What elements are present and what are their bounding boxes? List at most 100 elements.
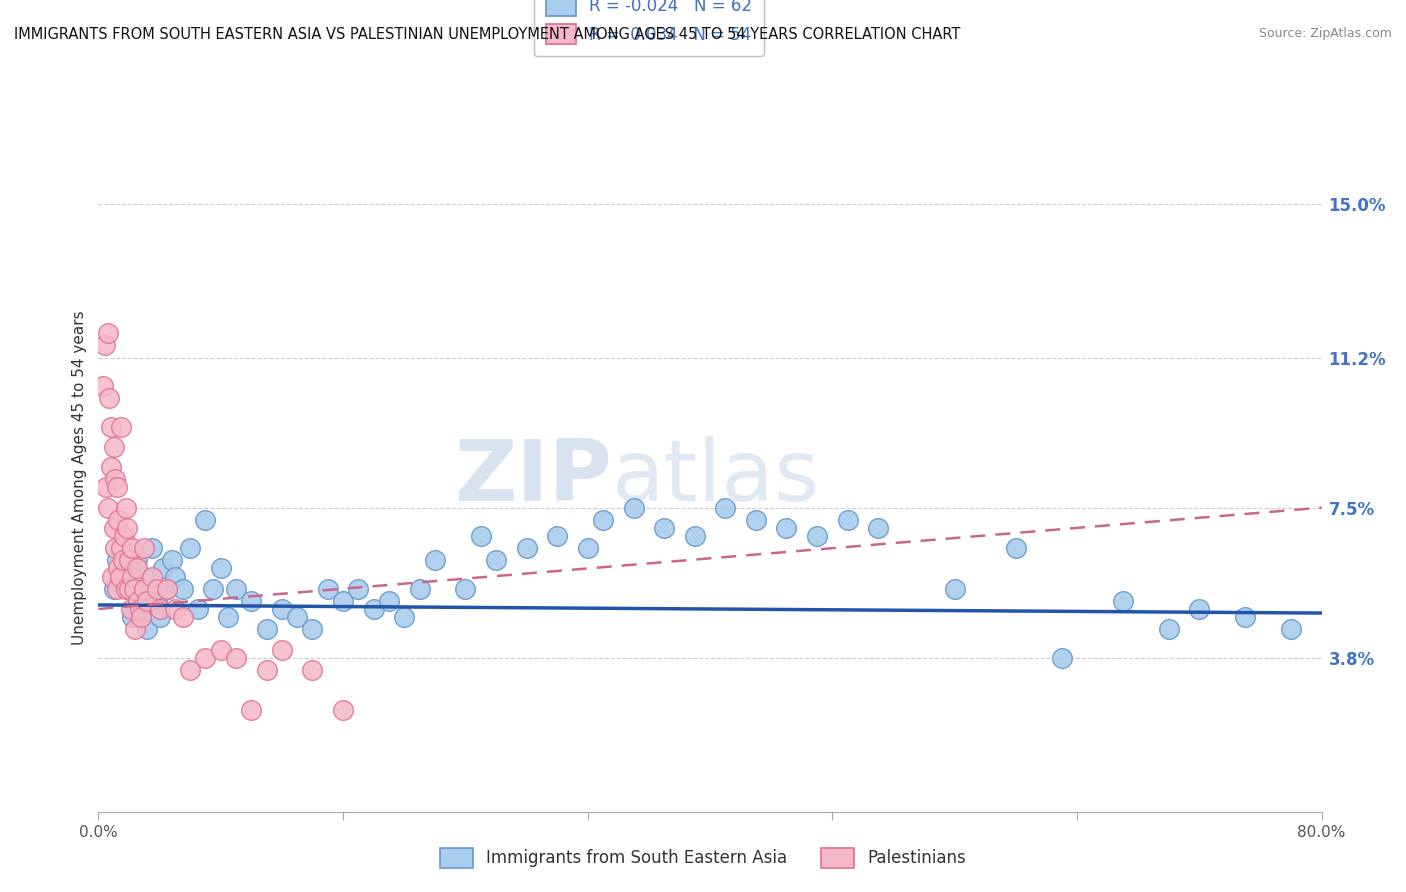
Point (125, 553, 148, 567)
Point (363, 602, 385, 616)
Point (115, 500, 138, 515)
Point (217, 610, 239, 624)
Point (332, 703, 354, 717)
Point (104, 541, 127, 556)
Legend: Immigrants from South Eastern Asia, Palestinians: Immigrants from South Eastern Asia, Pale… (433, 841, 973, 875)
Point (576, 541, 599, 556)
Point (592, 513, 614, 527)
Point (546, 529, 568, 543)
Point (117, 521, 139, 535)
Point (225, 582, 247, 596)
Point (225, 650, 247, 665)
Point (118, 582, 141, 596)
Point (121, 610, 143, 624)
Point (121, 541, 143, 556)
Point (115, 582, 138, 596)
Legend: R = -0.024   N = 62, R =  0.034   N = 54: R = -0.024 N = 62, R = 0.034 N = 54 (534, 0, 763, 56)
Point (332, 594, 354, 608)
Point (145, 582, 167, 596)
Point (470, 529, 492, 543)
Point (120, 602, 142, 616)
Text: IMMIGRANTS FROM SOUTH EASTERN ASIA VS PALESTINIAN UNEMPLOYMENT AMONG AGES 45 TO : IMMIGRANTS FROM SOUTH EASTERN ASIA VS PA… (14, 27, 960, 42)
Point (118, 553, 141, 567)
Point (141, 541, 163, 556)
Point (100, 419, 122, 434)
Point (423, 553, 446, 567)
Point (1050, 650, 1073, 665)
Point (98, 391, 121, 405)
Point (110, 541, 132, 556)
Point (179, 541, 201, 556)
Point (108, 569, 131, 583)
Point (110, 569, 132, 583)
Point (392, 610, 416, 624)
Point (125, 561, 148, 575)
Point (129, 610, 152, 624)
Point (172, 582, 194, 596)
Point (179, 663, 201, 677)
Text: Source: ZipAtlas.com: Source: ZipAtlas.com (1258, 27, 1392, 40)
Point (136, 594, 159, 608)
Point (209, 642, 232, 657)
Point (115, 561, 138, 575)
Point (149, 610, 172, 624)
Point (256, 663, 278, 677)
Point (103, 521, 125, 535)
Point (152, 561, 174, 575)
Point (121, 569, 143, 583)
Text: ZIP: ZIP (454, 435, 612, 519)
Point (209, 561, 232, 575)
Point (1112, 594, 1135, 608)
Point (683, 529, 706, 543)
Point (187, 602, 209, 616)
Point (149, 602, 172, 616)
Point (1004, 541, 1026, 556)
Point (408, 582, 430, 596)
Point (745, 513, 768, 527)
Point (301, 663, 323, 677)
Point (141, 569, 163, 583)
Point (156, 582, 179, 596)
Point (124, 622, 146, 636)
Point (134, 541, 156, 556)
Point (105, 480, 128, 494)
Point (107, 561, 129, 575)
Point (240, 703, 263, 717)
Point (136, 622, 159, 636)
Point (107, 513, 129, 527)
Point (134, 569, 156, 583)
Point (110, 419, 132, 434)
Point (301, 622, 323, 636)
Point (145, 594, 167, 608)
Point (111, 553, 134, 567)
Point (270, 602, 294, 616)
Point (806, 529, 828, 543)
Point (943, 582, 966, 596)
Point (118, 582, 141, 596)
Point (93, 338, 115, 352)
Point (194, 513, 217, 527)
Point (485, 553, 508, 567)
Point (378, 594, 401, 608)
Point (134, 582, 156, 596)
Point (103, 440, 125, 454)
Point (156, 582, 179, 596)
Point (623, 500, 645, 515)
Point (1234, 610, 1257, 624)
Point (160, 553, 183, 567)
Point (129, 602, 152, 616)
Point (172, 610, 194, 624)
Point (1279, 622, 1302, 636)
Point (516, 541, 538, 556)
Point (101, 569, 124, 583)
Point (100, 460, 122, 475)
Point (1188, 602, 1211, 616)
Point (104, 472, 127, 486)
Y-axis label: Unemployment Among Ages 45 to 54 years: Unemployment Among Ages 45 to 54 years (72, 310, 87, 645)
Point (256, 622, 278, 636)
Point (285, 610, 308, 624)
Point (714, 500, 737, 515)
Text: atlas: atlas (612, 435, 820, 519)
Point (163, 569, 186, 583)
Point (97, 326, 120, 341)
